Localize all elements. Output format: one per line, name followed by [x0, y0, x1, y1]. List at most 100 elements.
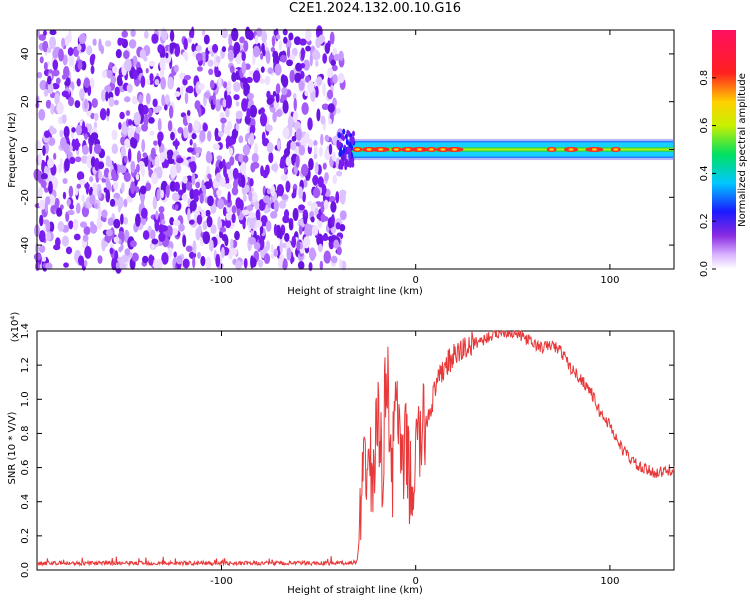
noise-speck: [111, 129, 118, 141]
noise-speck: [249, 125, 256, 134]
noise-speck: [286, 59, 293, 67]
noise-speck: [164, 94, 170, 105]
noise-speck: [311, 224, 319, 236]
noise-speck: [84, 245, 92, 259]
noise-speck: [119, 164, 127, 174]
noise-speck: [182, 234, 187, 248]
snr-scale-label: (x10⁴): [10, 312, 21, 343]
signal-band: [336, 128, 673, 171]
noise-speck: [58, 163, 62, 174]
noise-speck: [192, 51, 198, 57]
noise-speck: [127, 148, 132, 162]
noise-speck: [94, 157, 100, 172]
noise-speck: [89, 194, 96, 205]
noise-speck: [73, 233, 81, 241]
colorbar-ticks: 0.0 0.2 0.4 0.6 0.8: [699, 70, 716, 277]
noise-speck: [34, 139, 42, 152]
noise-speck: [123, 198, 128, 208]
noise-speck: [320, 133, 324, 146]
noise-speck: [105, 155, 111, 164]
noise-speck: [285, 156, 292, 167]
noise-speck: [281, 174, 288, 181]
noise-speck: [113, 99, 119, 106]
band-hotspot-core: [452, 148, 458, 151]
noise-speck: [74, 100, 81, 108]
band-hotspot-core: [354, 148, 360, 151]
noise-speck: [167, 76, 175, 90]
noise-speck: [47, 75, 52, 85]
noise-speck: [333, 53, 340, 61]
x-tick-label: 0: [413, 576, 419, 587]
noise-speck: [101, 241, 109, 248]
noise-speck: [323, 199, 329, 210]
noise-speck: [330, 255, 338, 264]
noise-speck: [214, 136, 222, 142]
noise-speck: [115, 48, 122, 59]
noise-speck: [275, 92, 280, 103]
noise-speck: [154, 155, 160, 169]
noise-speck: [183, 126, 189, 139]
transition-speck: [351, 130, 355, 137]
noise-speck: [235, 197, 242, 209]
noise-speck: [307, 117, 313, 131]
noise-speck: [150, 229, 156, 240]
noise-speck: [105, 189, 111, 203]
noise-speck: [62, 191, 67, 200]
noise-speck: [164, 104, 168, 111]
noise-speck: [76, 183, 82, 189]
noise-speck: [266, 142, 274, 154]
noise-speck: [83, 259, 88, 267]
noise-speck: [201, 209, 206, 219]
noise-speck: [225, 161, 232, 170]
transition-speck: [342, 128, 346, 135]
snr-frame: [36, 330, 675, 571]
noise-speck: [207, 45, 213, 52]
noise-speck: [150, 147, 156, 160]
noise-speck: [238, 153, 244, 163]
noise-speck: [54, 197, 60, 208]
noise-speck: [250, 162, 256, 173]
noise-speck: [323, 250, 331, 264]
noise-speck: [76, 171, 85, 181]
noise-speck: [126, 83, 133, 93]
noise-speck: [187, 37, 192, 44]
spectrogram-panel: -100 0 100 -40 -20 0 20 40 Height of straight …: [7, 25, 675, 297]
noise-speck: [75, 156, 82, 163]
transition-speck: [346, 129, 350, 136]
noise-speck: [302, 191, 306, 203]
noise-speck: [192, 240, 197, 254]
noise-speck: [231, 213, 236, 224]
noise-speck: [286, 141, 291, 152]
noise-speck: [191, 43, 196, 52]
transition-speck: [345, 158, 349, 165]
noise-speck: [223, 165, 227, 178]
noise-speck: [249, 132, 255, 146]
noise-speck: [259, 52, 264, 60]
noise-speck: [49, 125, 54, 134]
noise-speck: [314, 85, 319, 98]
noise-speck: [289, 116, 293, 128]
noise-speck: [68, 55, 75, 67]
noise-speck: [303, 236, 311, 249]
x-tick-label: 100: [600, 275, 619, 286]
noise-speck: [294, 145, 300, 155]
noise-speck: [45, 262, 53, 270]
noise-speck: [221, 246, 225, 259]
noise-speck: [197, 251, 201, 259]
noise-speck: [89, 176, 94, 183]
noise-speck: [76, 78, 81, 87]
noise-speck: [77, 255, 85, 266]
noise-speck: [124, 58, 132, 72]
noise-speck: [110, 75, 117, 84]
noise-speck: [193, 194, 199, 203]
noise-speck: [272, 111, 277, 123]
noise-speck: [101, 69, 108, 79]
noise-speck: [38, 245, 46, 253]
noise-speck: [233, 81, 241, 92]
noise-speck: [264, 75, 271, 86]
noise-speck: [84, 98, 88, 110]
noise-speck: [42, 40, 49, 53]
noise-speck: [331, 151, 336, 162]
colorbar-label: Normalized spectral amplitude: [737, 73, 748, 227]
noise-speck: [222, 98, 227, 108]
